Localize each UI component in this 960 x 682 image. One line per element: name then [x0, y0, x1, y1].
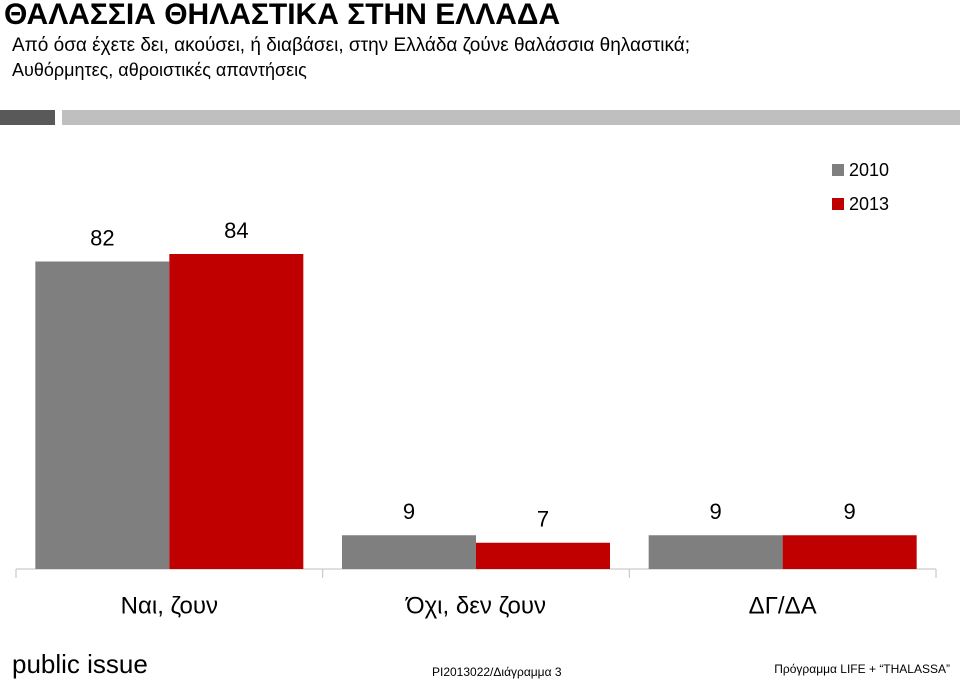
legend-label: 2010: [849, 160, 889, 180]
legend-label: 2013: [849, 194, 889, 214]
bar: [782, 535, 917, 569]
footer-program: Πρόγραμμα LIFE + “THALASSA”: [774, 662, 950, 676]
value-label: 9: [844, 499, 856, 524]
bar: [35, 261, 170, 569]
title: ΘΑΛΑΣΣΙΑ ΘΗΛΑΣΤΙΚΑ ΣΤΗΝ ΕΛΛΑΔΑ: [4, 0, 560, 31]
legend-swatch: [832, 198, 844, 210]
brand: public issue: [12, 649, 148, 679]
value-label: 9: [710, 499, 722, 524]
bar: [648, 535, 783, 569]
header-bar: [0, 110, 55, 125]
header-bar: [62, 110, 960, 125]
bar: [169, 254, 304, 569]
x-tick-label: ΔΓ/ΔΑ: [749, 592, 817, 619]
bar: [342, 535, 476, 569]
legend-swatch: [832, 164, 844, 176]
value-label: 7: [537, 507, 549, 532]
bar: [476, 542, 610, 569]
value-label: 9: [403, 499, 415, 524]
x-tick-label: Όχι, δεν ζουν: [405, 592, 546, 619]
value-label: 84: [224, 218, 248, 243]
footer-code: PI2013022/Διάγραμμα 3: [432, 665, 562, 679]
value-label: 82: [90, 225, 114, 250]
note: Αυθόρμητες, αθροιστικές απαντήσεις: [12, 60, 307, 80]
x-tick-label: Ναι, ζουν: [121, 592, 218, 619]
subtitle: Από όσα έχετε δει, ακούσει, ή διαβάσει, …: [12, 35, 690, 56]
